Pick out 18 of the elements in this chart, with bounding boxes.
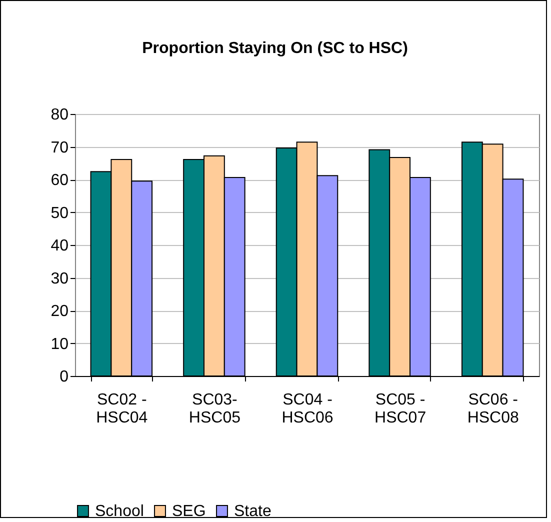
y-tick-label: 50	[50, 204, 69, 222]
y-tick-label: 0	[60, 368, 69, 386]
x-tick-label: SC03- HSC05	[188, 392, 241, 426]
y-tick-label: 20	[50, 303, 69, 320]
x-tick-label: SC06 - HSC08	[467, 392, 519, 426]
x-tick-label: SC02 - HSC04	[96, 392, 148, 426]
legend-label: SEG	[172, 503, 206, 520]
x-tick-label: SC04 - HSC06	[282, 392, 334, 426]
y-tick-label: 80	[50, 106, 69, 124]
y-tick-label: 10	[50, 336, 69, 353]
y-tick-label: 40	[50, 238, 69, 254]
legend-label: State	[234, 503, 272, 520]
y-tick-label: 70	[50, 139, 69, 156]
legend-label: School	[95, 503, 144, 520]
x-tick-label: SC05 - HSC07	[374, 392, 426, 426]
y-tick-label: 30	[50, 270, 69, 288]
chart-title: Proportion Staying On (SC to HSC)	[142, 40, 408, 57]
y-tick-label: 60	[50, 172, 69, 189]
